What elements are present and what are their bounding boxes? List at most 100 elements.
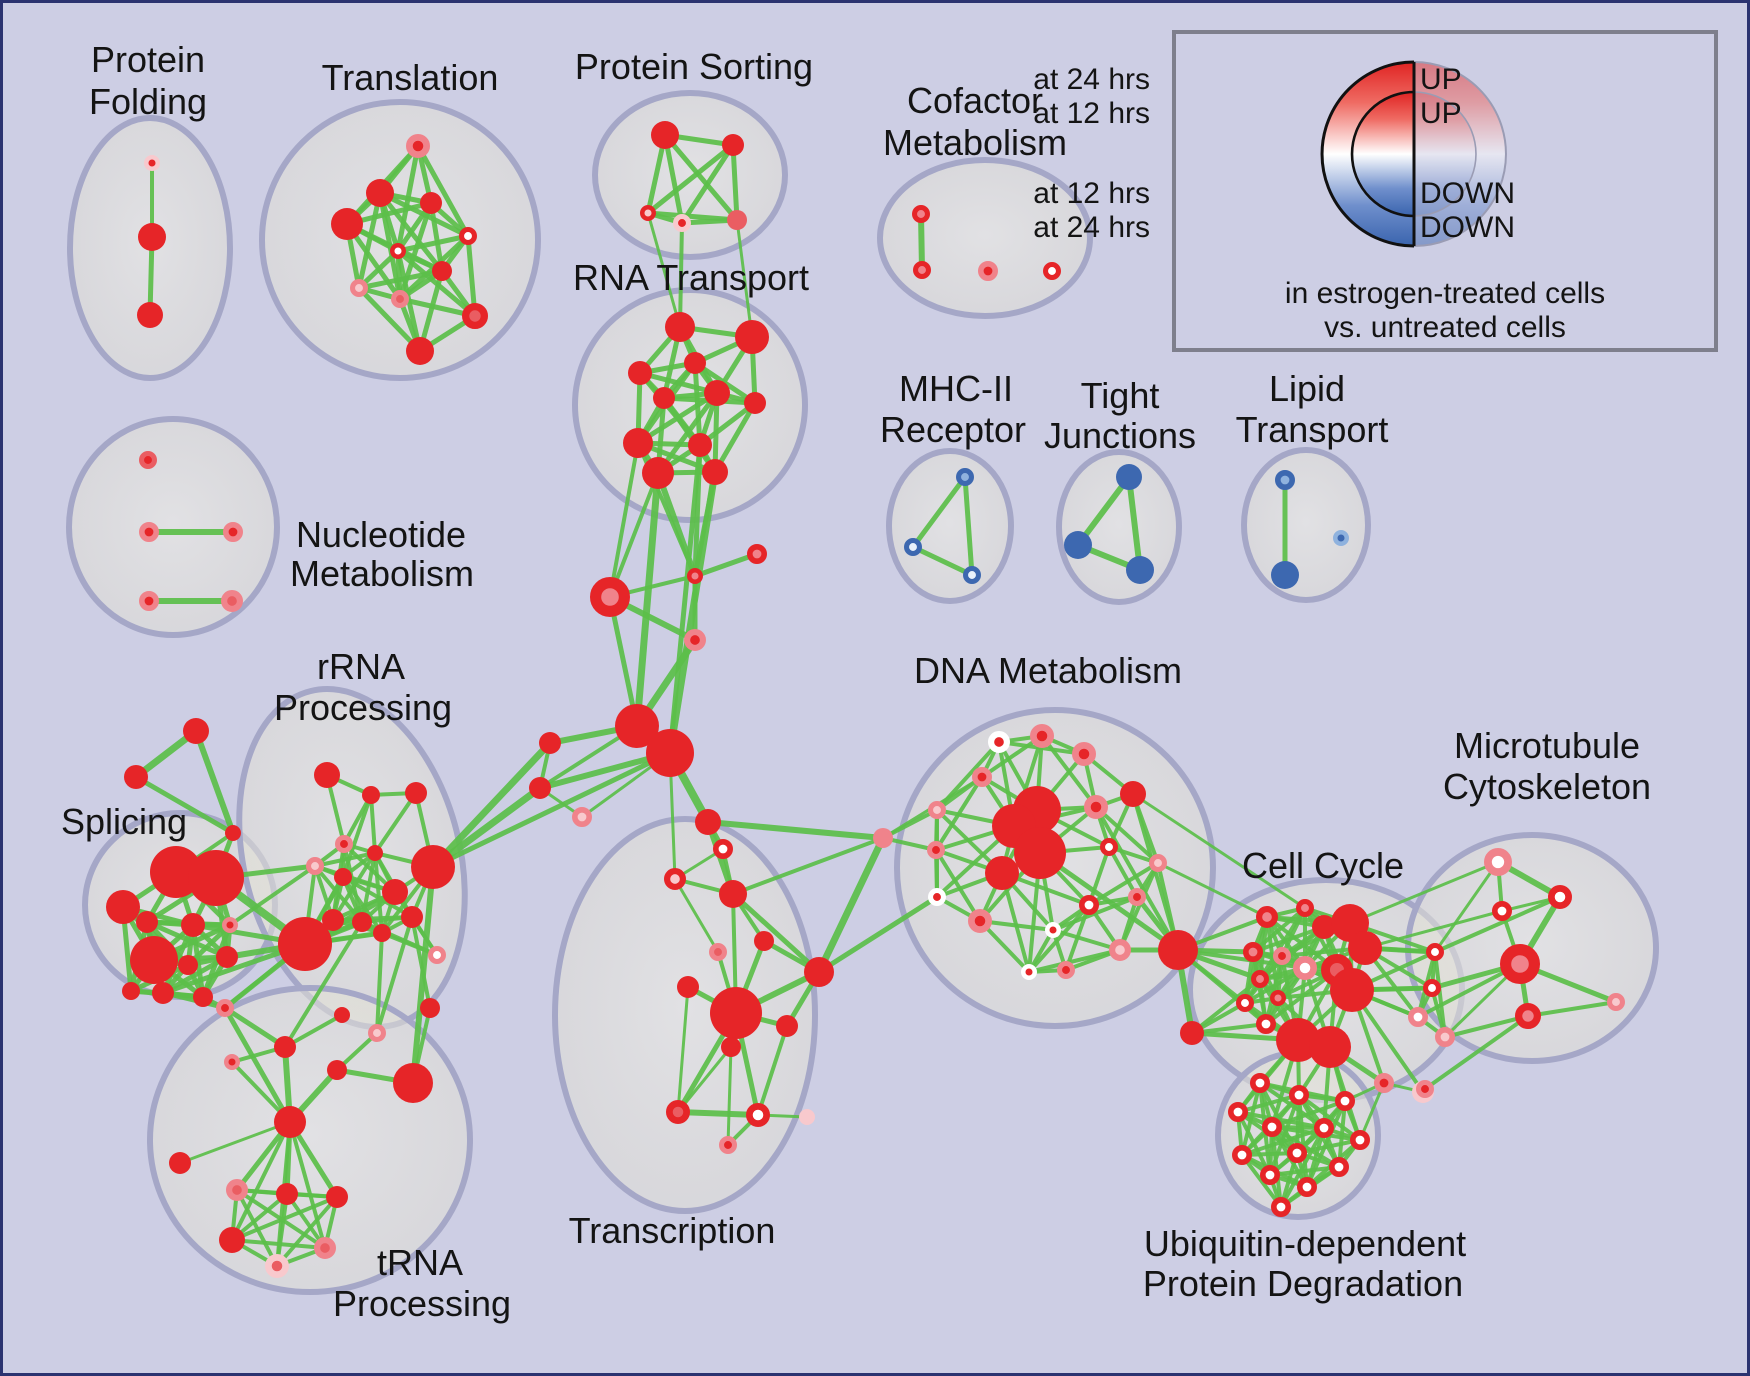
node-x2[interactable]: [746, 543, 767, 564]
node-u5[interactable]: [1262, 1117, 1283, 1138]
edge-b1-b2[interactable]: [222, 1005, 288, 1050]
edge-h2-q8[interactable]: [430, 750, 673, 870]
node-q3[interactable]: [405, 782, 427, 804]
node-u4[interactable]: [1228, 1102, 1249, 1123]
edge-v11-v12[interactable]: [676, 1045, 733, 1114]
edge-g23-w5[interactable]: [1443, 1014, 1530, 1039]
edge-c1-c2[interactable]: [918, 211, 925, 273]
edge-d14-d20[interactable]: [1000, 871, 1031, 974]
node-r2[interactable]: [735, 320, 769, 354]
node-g2[interactable]: [1255, 906, 1278, 929]
node-u12[interactable]: [1297, 1177, 1318, 1198]
node-tj3[interactable]: [1126, 556, 1154, 584]
node-s10[interactable]: [152, 982, 174, 1004]
edge-p2-p5[interactable]: [730, 142, 740, 223]
edge-v12-v13[interactable]: [675, 1109, 761, 1118]
node-g20[interactable]: [1426, 943, 1445, 962]
node-s9[interactable]: [216, 946, 238, 968]
edge-q5-q7[interactable]: [313, 851, 377, 868]
edge-g20-g23[interactable]: [1433, 950, 1447, 1039]
node-v3[interactable]: [664, 868, 687, 891]
edge-v1-bd[interactable]: [705, 819, 886, 841]
node-m3[interactable]: [963, 566, 982, 585]
node-s5[interactable]: [181, 913, 205, 937]
edge-v8-v12[interactable]: [676, 985, 690, 1114]
node-v1[interactable]: [695, 809, 721, 835]
node-g8[interactable]: [1269, 989, 1286, 1006]
edge-q12-b2[interactable]: [283, 920, 364, 1049]
node-q11[interactable]: [322, 909, 344, 931]
edge-d2-d4[interactable]: [980, 734, 1044, 779]
edge-e3-e6[interactable]: [275, 1195, 339, 1268]
node-r11[interactable]: [702, 459, 728, 485]
node-r7[interactable]: [653, 387, 675, 409]
node-q7[interactable]: [367, 845, 383, 861]
edge-g3-g4[interactable]: [1251, 906, 1307, 954]
node-q12[interactable]: [352, 912, 372, 932]
node-p5[interactable]: [727, 210, 747, 230]
node-tj2[interactable]: [1064, 531, 1092, 559]
node-g11[interactable]: [1312, 915, 1336, 939]
node-p2[interactable]: [722, 134, 744, 156]
edge-d11-d17[interactable]: [1107, 845, 1139, 899]
node-t3[interactable]: [420, 192, 442, 214]
edge-p4-r1[interactable]: [678, 221, 684, 329]
node-l1[interactable]: [1275, 469, 1296, 490]
node-t6[interactable]: [389, 243, 406, 260]
node-q6[interactable]: [334, 868, 352, 886]
node-n3[interactable]: [223, 521, 244, 542]
node-a3[interactable]: [225, 825, 241, 841]
node-s12[interactable]: [122, 982, 140, 1000]
node-d4[interactable]: [971, 766, 992, 787]
node-g21[interactable]: [1423, 979, 1442, 998]
node-v8[interactable]: [677, 976, 699, 998]
node-d2[interactable]: [1029, 723, 1054, 748]
edge-p1-p5[interactable]: [662, 132, 740, 223]
edge-u2-u4[interactable]: [1236, 1093, 1301, 1114]
node-d12[interactable]: [1149, 854, 1168, 873]
edge-k2-q8[interactable]: [429, 784, 544, 871]
edge-r6-r11[interactable]: [712, 400, 758, 475]
node-q9[interactable]: [382, 879, 408, 905]
node-h2[interactable]: [646, 729, 694, 777]
node-v13[interactable]: [745, 1102, 770, 1127]
node-n4[interactable]: [139, 590, 160, 611]
edge-u10-u11[interactable]: [1268, 1165, 1341, 1177]
node-v15[interactable]: [719, 1136, 738, 1155]
edge-tj1-tj3[interactable]: [1126, 474, 1143, 573]
node-c1[interactable]: [912, 205, 931, 224]
node-t1[interactable]: [405, 134, 430, 159]
node-s8[interactable]: [178, 955, 198, 975]
node-n2[interactable]: [139, 521, 160, 542]
node-n1[interactable]: [139, 450, 158, 469]
edge-b8-q10[interactable]: [410, 915, 432, 1010]
edge-db-g6[interactable]: [1176, 948, 1307, 970]
node-d22[interactable]: [1108, 939, 1131, 962]
node-r1[interactable]: [665, 312, 695, 342]
edge-k1-q8[interactable]: [429, 739, 554, 871]
node-b4[interactable]: [224, 1053, 241, 1070]
node-g7[interactable]: [1251, 970, 1270, 989]
node-b6[interactable]: [334, 1007, 350, 1023]
node-v6[interactable]: [804, 957, 834, 987]
node-bd[interactable]: [873, 828, 893, 848]
node-e4[interactable]: [219, 1227, 245, 1253]
node-b7[interactable]: [367, 1024, 386, 1043]
edge-v10-v13[interactable]: [756, 1024, 789, 1117]
edge-m1-m3[interactable]: [962, 474, 975, 578]
node-q1[interactable]: [314, 762, 340, 788]
node-d15[interactable]: [928, 888, 947, 907]
node-r9[interactable]: [688, 433, 712, 457]
node-w4[interactable]: [1499, 943, 1540, 984]
node-v12[interactable]: [665, 1099, 690, 1124]
node-t9[interactable]: [390, 289, 409, 308]
node-r10[interactable]: [642, 457, 674, 489]
node-v5[interactable]: [754, 931, 774, 951]
edge-m1-m2[interactable]: [910, 474, 968, 550]
edge-g7-g11[interactable]: [1258, 925, 1326, 981]
edge-p5-r2[interactable]: [735, 218, 754, 339]
edge-r9-h2[interactable]: [667, 442, 703, 756]
edge-g12-w1[interactable]: [1348, 860, 1500, 925]
edge-th-ti[interactable]: [178, 1120, 292, 1165]
edge-v3-v7[interactable]: [673, 877, 720, 954]
